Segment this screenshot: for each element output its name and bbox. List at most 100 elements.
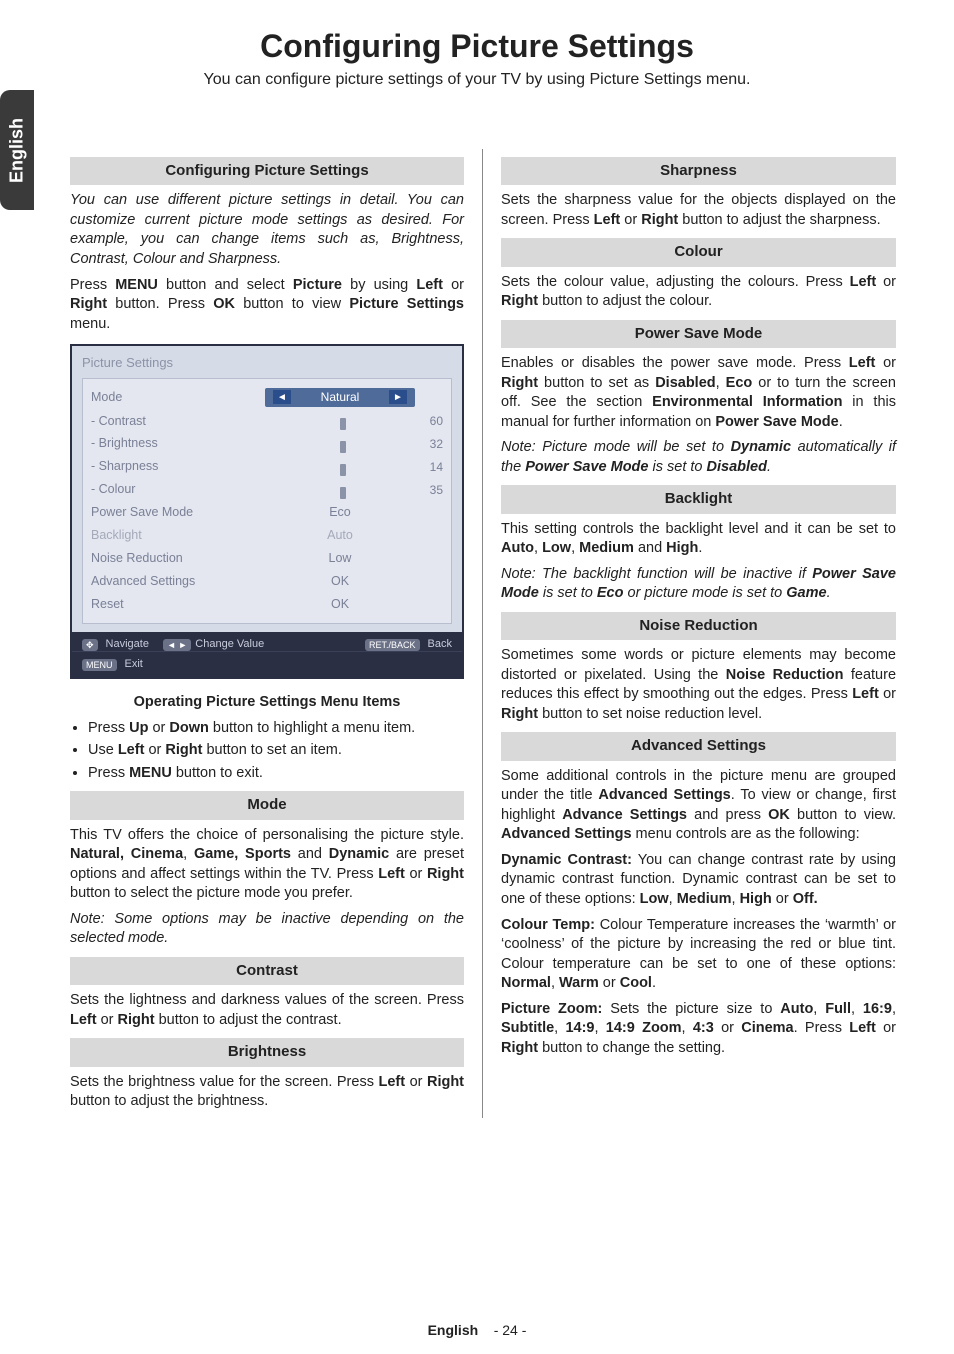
tv-reset-label: Reset (91, 596, 265, 613)
tv-row-brightness[interactable]: - Brightness 32 (91, 432, 443, 455)
tv-psm-value: Eco (265, 504, 415, 521)
text: or (876, 1020, 896, 1036)
text: Note: Picture mode will be set to (501, 439, 731, 455)
tv-menu-inner: Mode ◄ Natural ► - Contrast 60 (82, 378, 452, 625)
kw: Advanced Settings (501, 826, 632, 842)
text: . (767, 459, 771, 475)
menu-pill: MENU (82, 659, 117, 671)
text: , (669, 891, 677, 907)
text: or (148, 720, 169, 736)
kw: Disabled (655, 375, 715, 391)
tv-colour-label: - Colour (91, 481, 265, 498)
text: . (698, 540, 702, 556)
back-pill: RET./BACK (365, 639, 420, 651)
text: button to exit. (172, 765, 263, 781)
heading-colour: Colour (501, 238, 896, 266)
text: is set to (648, 459, 706, 475)
kw-right: Right (501, 706, 538, 722)
kw: Picture Zoom: (501, 1001, 602, 1017)
heading-brightness: Brightness (70, 1038, 464, 1066)
kw: Cinema (741, 1020, 793, 1036)
tv-mode-value[interactable]: ◄ Natural ► (265, 388, 415, 407)
kw-left: Left (118, 742, 145, 758)
tv-psm-label: Power Save Mode (91, 504, 265, 521)
tv-nr-label: Noise Reduction (91, 550, 265, 567)
text: button to select the picture mode you pr… (70, 885, 353, 901)
text: menu controls are as the following: (632, 826, 860, 842)
tv-colour-value: 35 (415, 482, 443, 498)
nav-icon: ✥ (82, 639, 98, 651)
page-title: Configuring Picture Settings (0, 0, 954, 65)
kw-menu: MENU (115, 277, 158, 293)
tv-row-backlight[interactable]: Backlight Auto (91, 524, 443, 547)
tv-menu-title: Picture Settings (82, 354, 452, 372)
tv-row-contrast[interactable]: - Contrast 60 (91, 410, 443, 433)
heading-sharpness: Sharpness (501, 157, 896, 185)
right-column: Sharpness Sets the sharpness value for t… (483, 149, 906, 1118)
text: button to highlight a menu item. (209, 720, 415, 736)
text: and press (687, 807, 768, 823)
tv-row-colour[interactable]: - Colour 35 (91, 478, 443, 501)
tv-contrast-value: 60 (415, 413, 443, 429)
text: . (652, 975, 656, 991)
text: menu. (70, 316, 110, 332)
kw: Low (542, 540, 571, 556)
tv-brightness-label: - Brightness (91, 435, 265, 452)
text: button to view. (790, 807, 896, 823)
heading-contrast: Contrast (70, 957, 464, 985)
list-item: Press MENU button to exit. (88, 764, 464, 784)
text: Sets the colour value, adjusting the col… (501, 274, 850, 290)
text: , (892, 1001, 896, 1017)
tv-adv-value: OK (265, 573, 415, 590)
text: , (183, 846, 194, 862)
arrow-right-icon[interactable]: ► (389, 390, 407, 404)
heading-configuring: Configuring Picture Settings (70, 157, 464, 185)
text: . (827, 585, 831, 601)
text: button to adjust the sharpness. (678, 212, 880, 228)
page-footer: English - 24 - (0, 1322, 954, 1338)
kw: Medium (677, 891, 732, 907)
text: , (716, 375, 726, 391)
mode-note: Note: Some options may be inactive depen… (70, 910, 464, 949)
content-columns: Configuring Picture Settings You can use… (0, 149, 954, 1118)
sharpness-paragraph: Sets the sharpness value for the objects… (501, 191, 896, 230)
text: Enables or disables the power save mode.… (501, 355, 849, 371)
tv-footer-change: ◄ ► Change Value (163, 637, 264, 652)
kw-right: Right (501, 293, 538, 309)
back-label: Back (428, 637, 452, 652)
kw: Normal (501, 975, 551, 991)
mode-paragraph: This TV offers the choice of personalisi… (70, 826, 464, 904)
tv-row-sharpness[interactable]: - Sharpness 14 (91, 455, 443, 478)
tv-mode-label: Mode (91, 389, 265, 406)
text: Press (70, 277, 115, 293)
tv-menu-footer2: MENU Exit (72, 651, 462, 677)
kw: Low (640, 891, 669, 907)
kw-left: Left (378, 1074, 405, 1090)
text: button. Press (107, 296, 213, 312)
tv-backlight-label: Backlight (91, 527, 265, 544)
kw: Disabled (707, 459, 767, 475)
kw-left: Left (849, 355, 876, 371)
text: , (534, 540, 542, 556)
tv-row-mode[interactable]: Mode ◄ Natural ► (91, 385, 443, 410)
text: button to adjust the colour. (538, 293, 712, 309)
tv-adv-label: Advanced Settings (91, 573, 265, 590)
tv-contrast-label: - Contrast (91, 413, 265, 430)
text: or (405, 866, 427, 882)
kw: 14:9 Zoom (606, 1020, 682, 1036)
text: or (97, 1012, 118, 1028)
text: or (772, 891, 793, 907)
tv-row-adv[interactable]: Advanced Settings OK (91, 570, 443, 593)
kw: Game (786, 585, 826, 601)
kw-right: Right (427, 1074, 464, 1090)
tv-row-reset[interactable]: Reset OK (91, 593, 443, 616)
tv-row-nr[interactable]: Noise Reduction Low (91, 547, 443, 570)
text: , (551, 975, 559, 991)
tv-menu: Picture Settings Mode ◄ Natural ► - Cont… (70, 344, 464, 679)
arrow-left-icon[interactable]: ◄ (273, 390, 291, 404)
text: button to change the setting. (538, 1040, 725, 1056)
kw-left: Left (594, 212, 621, 228)
kw-left: Left (852, 686, 879, 702)
tv-row-psm[interactable]: Power Save Mode Eco (91, 501, 443, 524)
kw-right: Right (70, 296, 107, 312)
